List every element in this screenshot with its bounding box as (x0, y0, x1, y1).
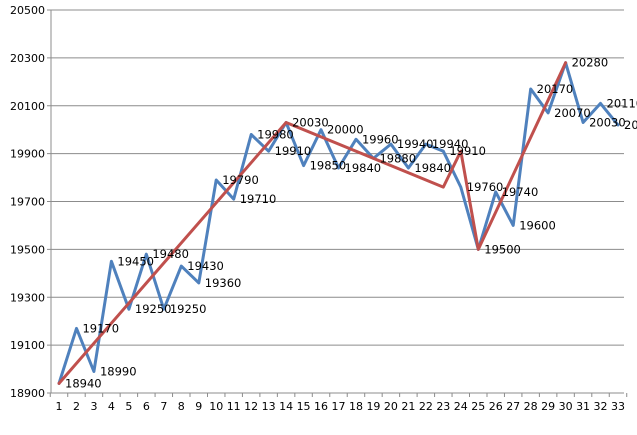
x-tick-label: 13 (262, 400, 276, 413)
x-tick-label: 31 (576, 400, 590, 413)
y-tick-label: 20500 (10, 4, 45, 17)
data-label: 19360 (205, 276, 242, 290)
y-tick-label: 20100 (10, 100, 45, 113)
x-tick-label: 30 (559, 400, 573, 413)
x-tick-label: 1 (56, 400, 63, 413)
x-tick-label: 21 (401, 400, 415, 413)
data-label: 19980 (257, 127, 294, 141)
y-tick-label: 19300 (10, 291, 45, 304)
y-tick-label: 19700 (10, 196, 45, 209)
y-tick-label: 19100 (10, 339, 45, 352)
series-line-values (57, 61, 620, 385)
data-label: 18990 (100, 364, 137, 378)
x-tick-label: 23 (436, 400, 450, 413)
x-tick-label: 26 (489, 400, 503, 413)
data-label: 19910 (449, 144, 486, 158)
x-tick-label: 18 (349, 400, 363, 413)
data-label: 20000 (327, 123, 364, 137)
data-label: 19480 (152, 247, 189, 261)
y-tick-label: 20300 (10, 52, 45, 65)
x-tick-label: 22 (419, 400, 433, 413)
data-label: 20030 (589, 116, 626, 130)
gridlines (51, 9, 624, 346)
x-tick-label: 32 (594, 400, 608, 413)
x-tick-label: 12 (244, 400, 258, 413)
y-tick-label: 18900 (10, 387, 45, 400)
data-label: 19760 (467, 180, 504, 194)
data-label: 19500 (484, 242, 521, 256)
data-label: 19940 (432, 137, 469, 151)
data-label: 20030 (292, 116, 329, 130)
data-label: 18940 (65, 376, 102, 390)
data-label: 20170 (537, 82, 574, 96)
x-tick-label: 24 (454, 400, 468, 413)
data-label: 20070 (554, 106, 591, 120)
x-tick-label: 15 (297, 400, 311, 413)
data-label: 19880 (379, 151, 416, 165)
y-tick-label: 19900 (10, 148, 45, 161)
x-tick-label: 6 (143, 400, 150, 413)
data-label: 19740 (502, 185, 539, 199)
data-label: 19850 (310, 159, 347, 173)
data-label: 19710 (240, 192, 277, 206)
x-tick-label: 33 (611, 400, 625, 413)
x-tick-label: 19 (366, 400, 380, 413)
series-lines (57, 61, 620, 385)
data-label: 19250 (170, 302, 207, 316)
series-line-trend (57, 61, 568, 385)
x-tick-label: 10 (209, 400, 223, 413)
data-label: 20020 (624, 118, 637, 132)
x-tick-label: 27 (506, 400, 520, 413)
x-tick-label: 28 (524, 400, 538, 413)
x-tick-label: 14 (279, 400, 293, 413)
data-label: 19450 (117, 254, 154, 268)
x-tick-label: 9 (195, 400, 202, 413)
x-tick-label: 7 (160, 400, 167, 413)
data-label: 19600 (519, 218, 556, 232)
data-label: 19250 (135, 302, 172, 316)
data-label: 19840 (414, 161, 451, 175)
data-label: 19840 (345, 161, 382, 175)
data-label: 19960 (362, 132, 399, 146)
y-tick-label: 19500 (10, 243, 45, 256)
data-label: 19430 (187, 259, 224, 273)
x-tick-label: 25 (471, 400, 485, 413)
data-labels: 18940 19170 18990 19450 19250 19480 19250 19430… (65, 56, 637, 391)
x-tick-label: 8 (178, 400, 185, 413)
data-label: 19940 (397, 137, 434, 151)
x-tick-label: 11 (227, 400, 241, 413)
x-tick-label: 16 (314, 400, 328, 413)
x-tick-label: 2 (73, 400, 80, 413)
axes: 18900 19100 19300 19500 19700 19900 20100 20300… (10, 4, 628, 413)
x-tick-label: 3 (90, 400, 97, 413)
x-tick-label: 4 (108, 400, 115, 413)
x-tick-label: 17 (332, 400, 346, 413)
x-tick-label: 29 (541, 400, 555, 413)
data-label: 19790 (222, 173, 259, 187)
x-tick-label: 20 (384, 400, 398, 413)
data-label: 20280 (572, 56, 609, 70)
data-label: 19910 (275, 144, 312, 158)
data-label: 20110 (607, 96, 637, 110)
data-label: 19170 (82, 321, 119, 335)
x-tick-label: 5 (125, 400, 132, 413)
